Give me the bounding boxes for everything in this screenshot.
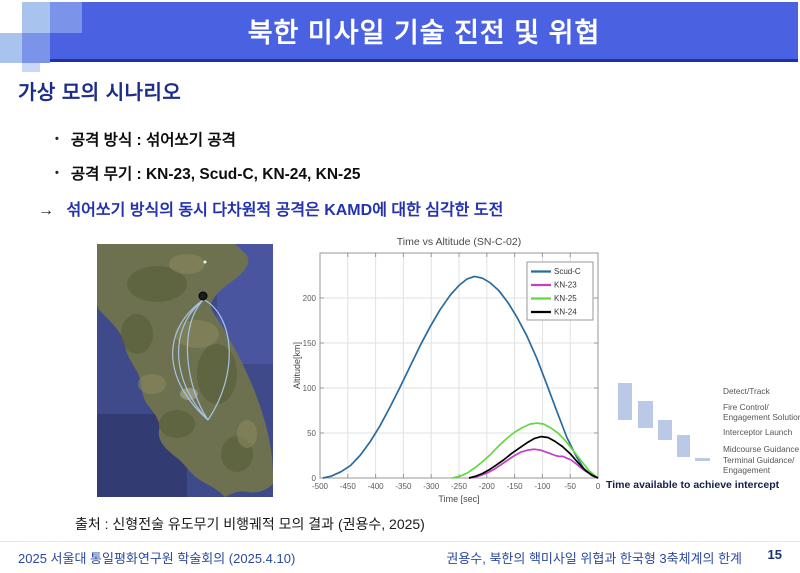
footer-conference: 2025 서울대 통일평화연구원 학술회의 (2025.4.10) [18, 551, 296, 566]
x-axis-label: Time [sec] [438, 494, 479, 504]
series-line-scud-c [322, 275, 599, 479]
cascade-bar-midcourse [677, 435, 690, 457]
y-tick-label: 200 [303, 294, 317, 303]
series-line-kn-24 [468, 435, 599, 479]
x-tick-label: -200 [479, 482, 496, 491]
altitude-chart: -500 -450 -400 -350 -300 -250 -200 -150 -100 -50 0… [292, 236, 601, 504]
cascade-bar-interceptor-launch [658, 420, 672, 440]
decor-square [22, 63, 40, 72]
y-tick-label: 100 [303, 384, 317, 393]
slide-title: 북한 미사일 기술 진전 및 위협 [247, 18, 601, 48]
legend-label: KN-24 [554, 308, 577, 317]
y-axis-label: Altitude[km] [292, 342, 302, 389]
y-tick-label: 150 [303, 339, 317, 348]
missile-trajectories [172, 298, 230, 421]
decor-square [22, 33, 50, 63]
y-tick-label: 0 [312, 474, 317, 483]
section-heading: 가상 모의 시나리오 [18, 82, 182, 104]
cascade-bar-detect [618, 383, 632, 420]
legend-label: Scud-C [554, 267, 581, 276]
x-tick-label: -500 [312, 482, 329, 491]
x-tick-label: -150 [507, 482, 524, 491]
stage-label: Detect/Track [723, 386, 771, 396]
cascade-bar-terminal [695, 458, 710, 461]
x-tick-label: -400 [368, 482, 385, 491]
stage-label: Interceptor Launch [723, 427, 793, 437]
korea-satellite-map-image [97, 244, 273, 497]
bullet-text: 공격 방식 : 섞어쏘기 공격 [70, 132, 236, 149]
conclusion-line: → 섞어쏘기 방식의 동시 다차원적 공격은 KAMD에 대한 심각한 도전 [38, 196, 503, 220]
footer-divider [0, 541, 800, 542]
x-tick-label: -350 [395, 482, 412, 491]
legend-label: KN-25 [554, 294, 577, 303]
x-tick-label: -50 [564, 482, 576, 491]
stage-label: Engagement [723, 465, 771, 475]
decor-square [22, 2, 50, 33]
launch-point-marker [198, 291, 208, 301]
x-tick-label: -250 [451, 482, 468, 491]
cascade-bar-fire-control [638, 401, 653, 428]
chart-title: Time vs Altitude (SN-C-02) [397, 236, 521, 248]
cascade-stage-labels: Detect/Track Fire Control/Engagement Solu… [723, 386, 800, 475]
series-line-kn-25 [452, 422, 599, 479]
stage-label: Terminal Guidance/ [723, 455, 795, 465]
stage-label: Fire Control/ [723, 402, 769, 412]
x-tick-label: -300 [423, 482, 440, 491]
bullet-icon: • [55, 133, 59, 145]
intercept-caption: Time available to achieve intercept [606, 479, 780, 491]
bullet-item: • 공격 방식 : 섞어쏘기 공격 [55, 128, 236, 150]
stage-label: Engagement Solution [723, 412, 800, 422]
page-number: 15 [767, 547, 782, 562]
x-tick-label: -100 [534, 482, 551, 491]
x-tick-label: -450 [340, 482, 357, 491]
intercept-cascade-panel: Detect/Track Fire Control/Engagement Solu… [618, 383, 800, 475]
conclusion-text: 섞어쏘기 방식의 동시 다차원적 공격은 KAMD에 대한 심각한 도전 [66, 202, 504, 219]
source-citation: 출처 : 신형전술 유도무기 비행궤적 모의 결과 (권용수, 2025) [75, 516, 425, 532]
footer-paper-title: 권용수, 북한의 핵미사일 위협과 한국형 3축체계의 한계 [446, 551, 742, 566]
korea-landmass [97, 244, 273, 497]
title-bar: 북한 미사일 기술 진전 및 위협 [50, 2, 798, 62]
decor-square [0, 33, 22, 63]
legend-label: KN-23 [554, 281, 577, 290]
right-arrow-icon: → [38, 202, 54, 219]
x-tick-label: 0 [596, 482, 601, 491]
stage-label: Midcourse Guidance [723, 444, 799, 454]
series-line-kn-23 [468, 448, 599, 479]
bullet-item: • 공격 무기 : KN-23, Scud-C, KN-24, KN-25 [55, 162, 360, 184]
bullet-text: 공격 무기 : KN-23, Scud-C, KN-24, KN-25 [70, 166, 361, 183]
bullet-icon: • [55, 167, 59, 179]
decor-square [50, 2, 82, 33]
y-tick-label: 50 [307, 429, 316, 438]
